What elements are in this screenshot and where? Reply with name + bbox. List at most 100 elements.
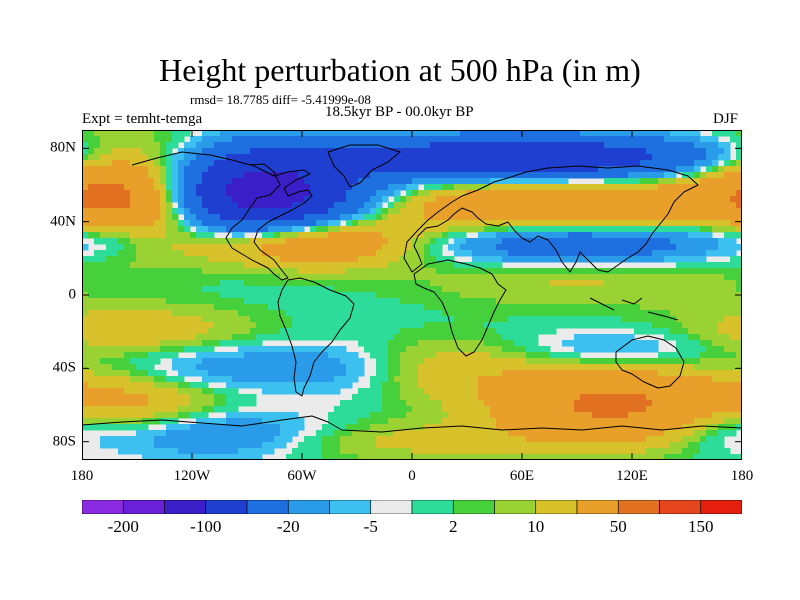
field-cell	[154, 142, 161, 149]
field-cell	[418, 388, 425, 395]
field-cell	[682, 154, 689, 161]
field-cell	[724, 388, 731, 395]
field-cell	[598, 220, 605, 227]
field-cell	[106, 292, 113, 299]
field-cell	[442, 310, 449, 317]
field-cell	[112, 394, 119, 401]
field-cell	[166, 298, 173, 305]
field-cell	[502, 232, 509, 239]
field-cell	[370, 322, 377, 329]
field-cell	[658, 178, 665, 185]
field-cell	[508, 322, 515, 329]
field-cell	[286, 154, 293, 161]
field-cell	[508, 286, 515, 293]
field-cell	[502, 154, 509, 161]
field-cell	[478, 376, 485, 383]
field-cell	[640, 346, 647, 353]
field-cell	[112, 406, 119, 413]
field-cell	[472, 238, 479, 245]
field-cell	[370, 172, 377, 179]
field-cell	[604, 406, 611, 413]
field-cell	[730, 388, 737, 395]
field-cell	[346, 208, 353, 215]
field-cell	[418, 136, 425, 143]
field-cell	[154, 280, 161, 287]
field-cell	[124, 274, 131, 281]
field-cell	[730, 340, 737, 347]
field-cell	[268, 238, 275, 245]
field-cell	[154, 178, 161, 185]
field-cell	[232, 208, 239, 215]
field-cell	[256, 370, 263, 377]
field-cell	[262, 136, 269, 143]
field-cell	[646, 220, 653, 227]
field-cell	[532, 310, 539, 317]
field-cell	[436, 220, 443, 227]
field-cell	[142, 352, 149, 359]
field-cell	[376, 370, 383, 377]
field-cell	[568, 286, 575, 293]
field-cell	[724, 190, 731, 197]
field-cell	[352, 244, 359, 251]
field-cell	[634, 358, 641, 365]
field-cell	[352, 412, 359, 419]
field-cell	[610, 274, 617, 281]
field-cell	[280, 370, 287, 377]
field-cell	[664, 370, 671, 377]
field-cell	[346, 166, 353, 173]
field-cell	[256, 178, 263, 185]
field-cell	[370, 160, 377, 167]
field-cell	[496, 184, 503, 191]
field-cell	[370, 208, 377, 215]
field-cell	[538, 298, 545, 305]
field-cell	[526, 274, 533, 281]
field-cell	[604, 364, 611, 371]
field-cell	[730, 214, 737, 221]
field-cell	[460, 136, 467, 143]
field-cell	[490, 232, 497, 239]
field-cell	[724, 286, 731, 293]
field-cell	[166, 244, 173, 251]
field-cell	[250, 274, 257, 281]
field-cell	[334, 220, 341, 227]
field-cell	[244, 340, 251, 347]
field-cell	[580, 196, 587, 203]
field-cell	[430, 304, 437, 311]
field-cell	[622, 358, 629, 365]
field-cell	[694, 328, 701, 335]
field-cell	[682, 232, 689, 239]
field-cell	[220, 394, 227, 401]
field-cell	[238, 136, 245, 143]
field-cell	[436, 310, 443, 317]
field-cell	[646, 250, 653, 257]
field-cell	[172, 394, 179, 401]
field-cell	[634, 394, 641, 401]
field-cell	[424, 334, 431, 341]
field-cell	[538, 226, 545, 233]
field-cell	[622, 364, 629, 371]
field-cell	[508, 364, 515, 371]
field-cell	[562, 388, 569, 395]
field-cell	[298, 322, 305, 329]
field-cell	[100, 226, 107, 233]
field-cell	[526, 412, 533, 419]
field-cell	[508, 148, 515, 155]
field-cell	[622, 304, 629, 311]
field-cell	[274, 292, 281, 299]
field-cell	[382, 220, 389, 227]
field-cell	[118, 322, 125, 329]
field-cell	[682, 298, 689, 305]
field-cell	[640, 148, 647, 155]
field-cell	[166, 184, 173, 191]
field-cell	[586, 256, 593, 263]
field-cell	[94, 274, 101, 281]
field-cell	[256, 196, 263, 203]
field-cell	[88, 364, 95, 371]
field-cell	[706, 142, 713, 149]
field-cell	[724, 244, 731, 251]
field-cell	[424, 412, 431, 419]
field-cell	[358, 196, 365, 203]
field-cell	[418, 148, 425, 155]
field-cell	[436, 286, 443, 293]
field-cell	[124, 214, 131, 221]
